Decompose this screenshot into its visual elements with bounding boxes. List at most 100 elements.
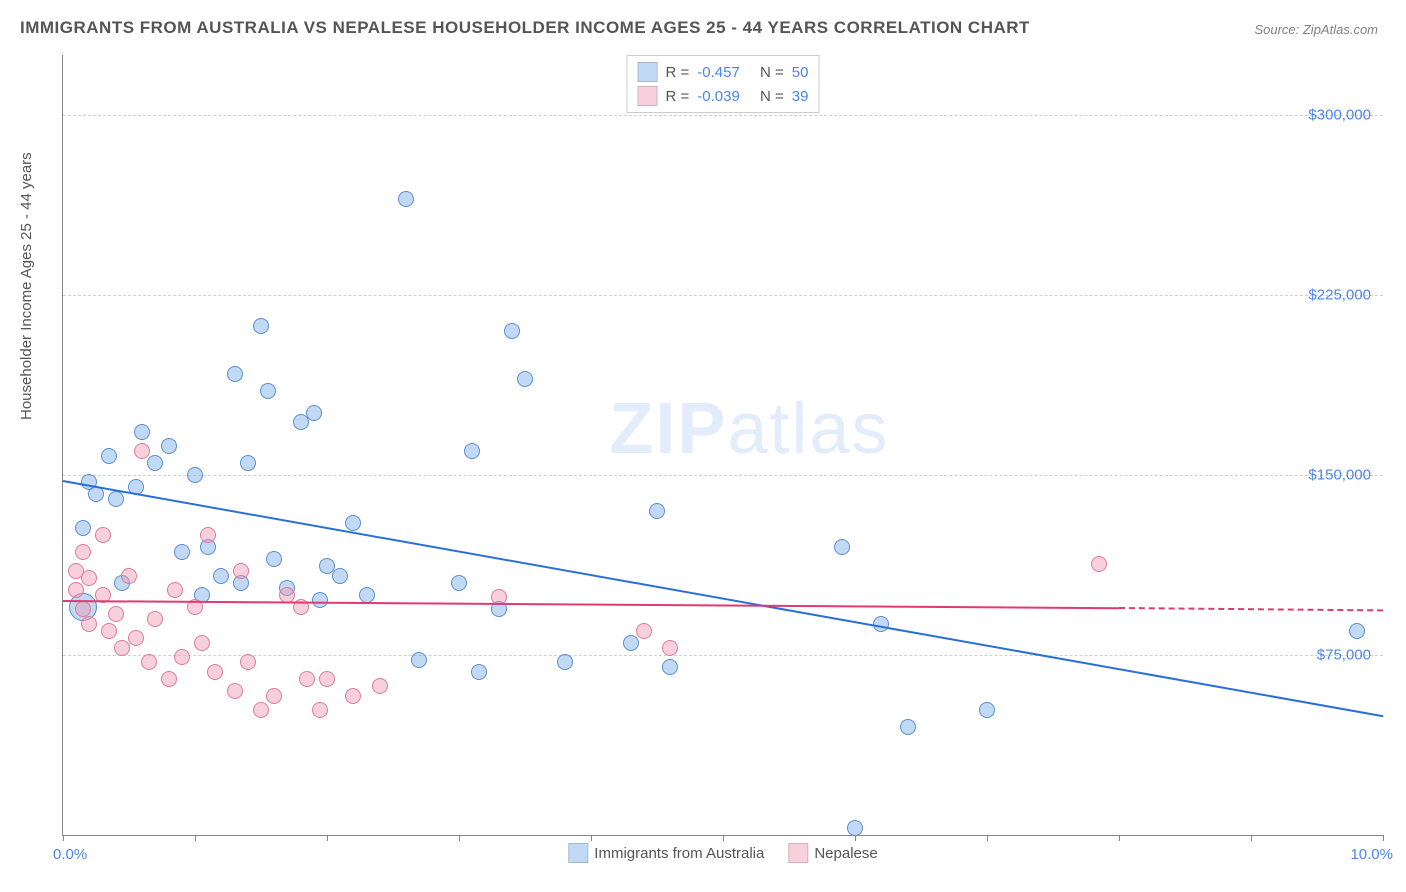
- data-point: [662, 640, 678, 656]
- data-point: [398, 191, 414, 207]
- data-point: [636, 623, 652, 639]
- data-point: [227, 683, 243, 699]
- x-axis-max-label: 10.0%: [1350, 846, 1393, 863]
- series-legend: Immigrants from Australia Nepalese: [568, 843, 877, 863]
- scatter-plot-area: ZIPatlas R = -0.457 N = 50 R = -0.039 N …: [62, 55, 1383, 836]
- data-point: [147, 455, 163, 471]
- data-point: [227, 366, 243, 382]
- y-axis-label: Householder Income Ages 25 - 44 years: [18, 152, 35, 420]
- data-point: [557, 654, 573, 670]
- data-point: [240, 654, 256, 670]
- y-tick-label: $150,000: [1308, 467, 1371, 484]
- data-point: [81, 570, 97, 586]
- data-point: [68, 582, 84, 598]
- data-point: [662, 659, 678, 675]
- data-point: [319, 671, 335, 687]
- x-tick: [1119, 835, 1120, 841]
- data-point: [471, 664, 487, 680]
- data-point: [345, 688, 361, 704]
- y-tick-label: $225,000: [1308, 287, 1371, 304]
- swatch-icon: [788, 843, 808, 863]
- data-point: [299, 671, 315, 687]
- x-tick: [1251, 835, 1252, 841]
- grid-line: [63, 475, 1383, 476]
- data-point: [207, 664, 223, 680]
- data-point: [174, 544, 190, 560]
- data-point: [128, 630, 144, 646]
- data-point: [517, 371, 533, 387]
- swatch-icon: [638, 62, 658, 82]
- data-point: [260, 383, 276, 399]
- data-point: [873, 616, 889, 632]
- data-point: [161, 671, 177, 687]
- trend-line: [63, 480, 1383, 717]
- data-point: [141, 654, 157, 670]
- data-point: [167, 582, 183, 598]
- data-point: [464, 443, 480, 459]
- data-point: [75, 544, 91, 560]
- legend-row-australia: R = -0.457 N = 50: [638, 60, 809, 84]
- data-point: [312, 702, 328, 718]
- x-tick: [459, 835, 460, 841]
- data-point: [1091, 556, 1107, 572]
- data-point: [1349, 623, 1365, 639]
- data-point: [147, 611, 163, 627]
- data-point: [174, 649, 190, 665]
- legend-item-australia: Immigrants from Australia: [568, 843, 764, 863]
- correlation-legend: R = -0.457 N = 50 R = -0.039 N = 39: [627, 55, 820, 113]
- data-point: [359, 587, 375, 603]
- swatch-icon: [638, 86, 658, 106]
- swatch-icon: [568, 843, 588, 863]
- x-tick: [327, 835, 328, 841]
- data-point: [411, 652, 427, 668]
- data-point: [372, 678, 388, 694]
- watermark-text: ZIPatlas: [609, 388, 889, 470]
- grid-line: [63, 295, 1383, 296]
- data-point: [900, 719, 916, 735]
- legend-item-nepalese: Nepalese: [788, 843, 877, 863]
- y-tick-label: $75,000: [1317, 647, 1371, 664]
- data-point: [81, 616, 97, 632]
- data-point: [121, 568, 137, 584]
- data-point: [213, 568, 229, 584]
- data-point: [101, 623, 117, 639]
- x-tick: [723, 835, 724, 841]
- data-point: [200, 527, 216, 543]
- data-point: [332, 568, 348, 584]
- data-point: [240, 455, 256, 471]
- grid-line: [63, 115, 1383, 116]
- data-point: [451, 575, 467, 591]
- trend-line: [63, 600, 1119, 609]
- source-attribution: Source: ZipAtlas.com: [1254, 22, 1378, 37]
- data-point: [95, 527, 111, 543]
- data-point: [253, 318, 269, 334]
- data-point: [187, 467, 203, 483]
- data-point: [834, 539, 850, 555]
- data-point: [233, 563, 249, 579]
- data-point: [108, 491, 124, 507]
- x-tick: [855, 835, 856, 841]
- chart-title: IMMIGRANTS FROM AUSTRALIA VS NEPALESE HO…: [20, 18, 1030, 38]
- x-axis-min-label: 0.0%: [53, 846, 87, 863]
- data-point: [134, 424, 150, 440]
- data-point: [253, 702, 269, 718]
- data-point: [108, 606, 124, 622]
- data-point: [847, 820, 863, 836]
- data-point: [306, 405, 322, 421]
- x-tick: [591, 835, 592, 841]
- data-point: [266, 688, 282, 704]
- data-point: [649, 503, 665, 519]
- x-tick: [63, 835, 64, 841]
- legend-row-nepalese: R = -0.039 N = 39: [638, 84, 809, 108]
- data-point: [504, 323, 520, 339]
- data-point: [101, 448, 117, 464]
- trend-line: [1119, 607, 1383, 611]
- y-tick-label: $300,000: [1308, 107, 1371, 124]
- data-point: [312, 592, 328, 608]
- data-point: [194, 635, 210, 651]
- grid-line: [63, 655, 1383, 656]
- data-point: [134, 443, 150, 459]
- x-tick: [987, 835, 988, 841]
- x-tick: [1383, 835, 1384, 841]
- x-tick: [195, 835, 196, 841]
